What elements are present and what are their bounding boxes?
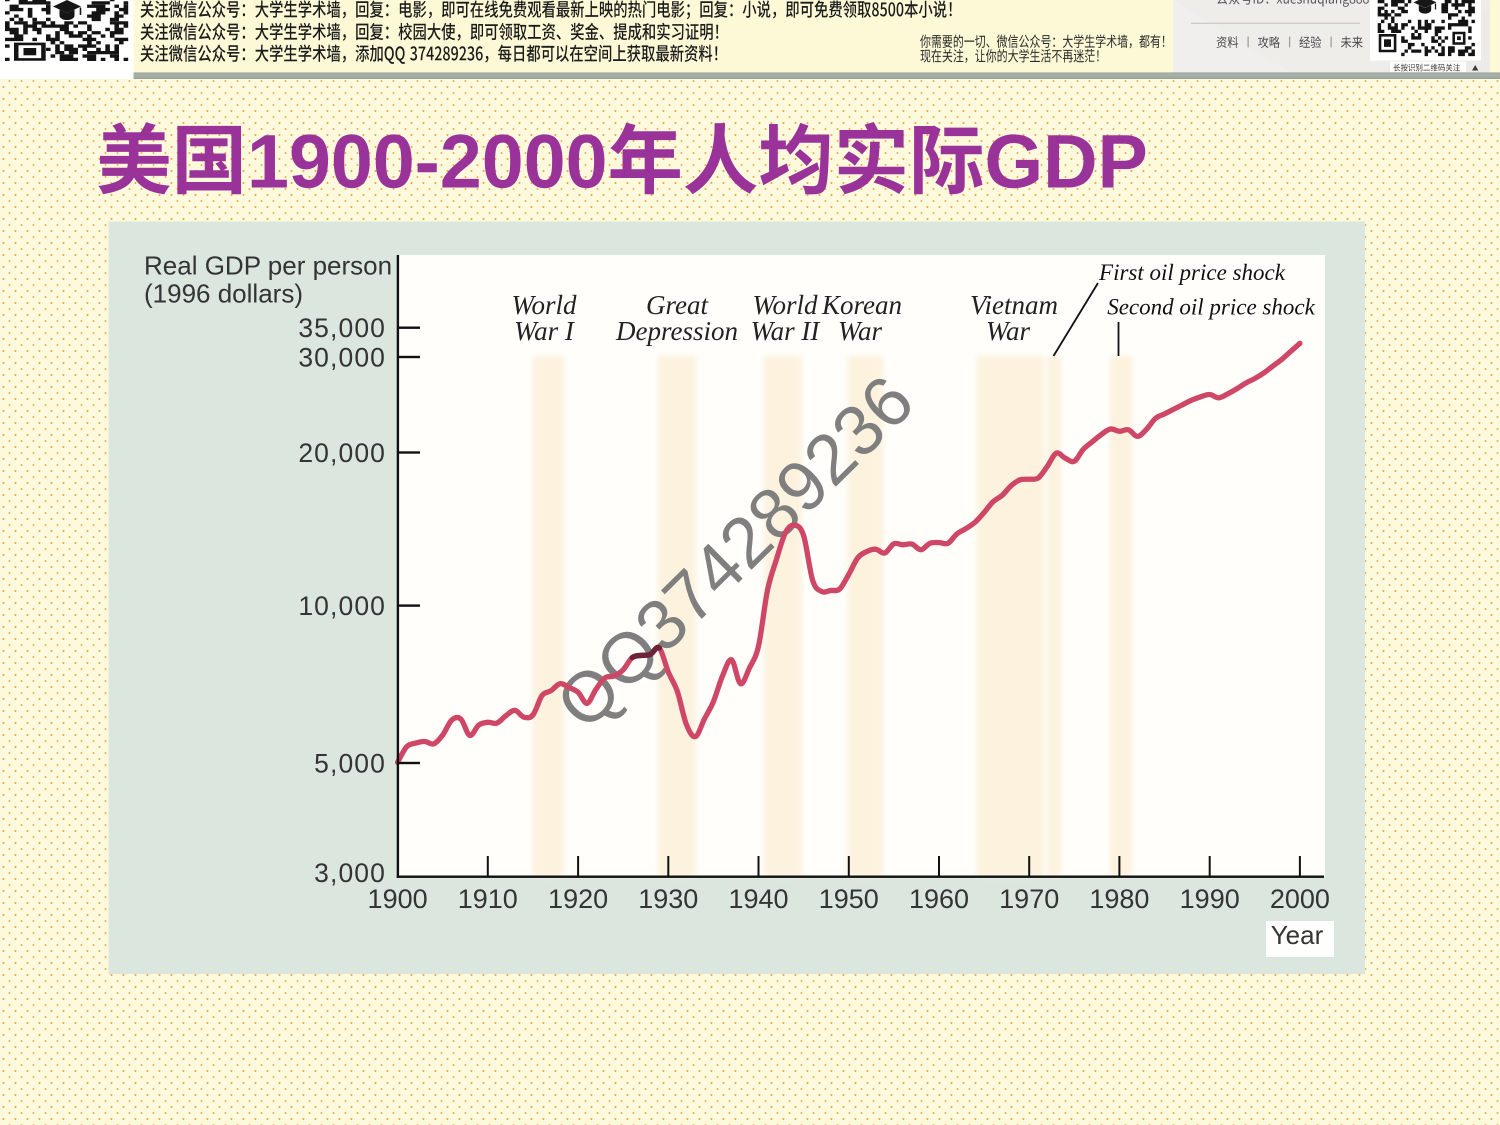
svg-text:1920: 1920: [548, 884, 608, 914]
svg-text:World: World: [752, 290, 818, 320]
svg-text:(1996 dollars): (1996 dollars): [144, 279, 303, 309]
svg-text:1950: 1950: [819, 884, 879, 914]
svg-text:War I: War I: [514, 316, 576, 346]
svg-text:1970: 1970: [999, 884, 1059, 914]
svg-text:1930: 1930: [638, 884, 698, 914]
svg-text:10,000: 10,000: [298, 591, 386, 621]
svg-text:3,000: 3,000: [314, 858, 386, 888]
svg-text:20,000: 20,000: [298, 438, 386, 468]
svg-text:Year: Year: [1271, 920, 1324, 950]
svg-text:War: War: [986, 316, 1031, 346]
svg-text:War II: War II: [751, 316, 822, 346]
svg-text:Vietnam: Vietnam: [970, 290, 1058, 320]
svg-text:1940: 1940: [728, 884, 788, 914]
svg-text:35,000: 35,000: [298, 313, 386, 343]
svg-text:Real GDP per person: Real GDP per person: [144, 251, 392, 281]
svg-text:5,000: 5,000: [314, 748, 386, 778]
svg-text:Depression: Depression: [615, 316, 738, 346]
svg-text:War: War: [838, 316, 883, 346]
svg-text:Second oil price shock: Second oil price shock: [1107, 295, 1315, 320]
svg-text:First oil price shock: First oil price shock: [1098, 260, 1286, 285]
svg-text:Korean: Korean: [821, 290, 902, 320]
svg-text:1960: 1960: [909, 884, 969, 914]
svg-text:1900: 1900: [368, 884, 428, 914]
svg-text:1980: 1980: [1089, 884, 1149, 914]
svg-text:2000: 2000: [1270, 884, 1330, 914]
svg-text:Great: Great: [646, 290, 709, 320]
svg-text:1910: 1910: [458, 884, 518, 914]
svg-text:30,000: 30,000: [298, 342, 386, 372]
svg-text:1990: 1990: [1180, 884, 1240, 914]
svg-text:World: World: [511, 290, 577, 320]
